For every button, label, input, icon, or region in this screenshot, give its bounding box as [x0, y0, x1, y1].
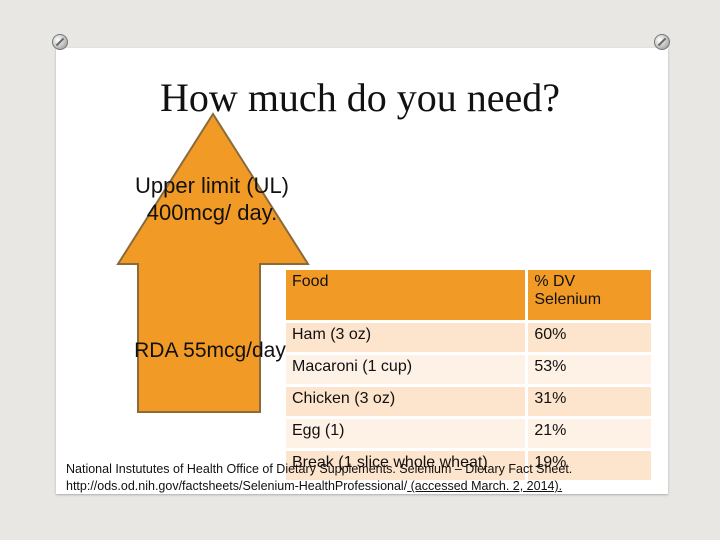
column-header-dv: % DV Selenium: [528, 270, 654, 323]
citation-link[interactable]: http://ods.od.nih.gov/factsheets/Seleniu…: [66, 479, 408, 493]
dv-cell: 53%: [528, 355, 654, 387]
food-cell: Ham (3 oz): [286, 323, 529, 355]
rda-label: RDA 55mcg/day: [134, 339, 286, 362]
pushpin-icon: [654, 34, 670, 50]
food-cell: Egg (1): [286, 419, 529, 451]
dv-cell: 21%: [528, 419, 654, 451]
up-arrow-shape: [116, 112, 310, 413]
table-row: Ham (3 oz) 60%: [286, 323, 654, 355]
table-row: Macaroni (1 cup) 53%: [286, 355, 654, 387]
citation: National Instututes of Health Office of …: [66, 461, 666, 495]
citation-line: National Instututes of Health Office of …: [66, 462, 573, 476]
citation-line: http://ods.od.nih.gov/factsheets/Seleniu…: [66, 478, 666, 495]
food-cell: Chicken (3 oz): [286, 387, 529, 419]
table-row: Break (1 slice whole wheat) 19%: [286, 451, 654, 483]
column-header-food: Food: [286, 270, 529, 323]
dv-cell: 60%: [528, 323, 654, 355]
table-header-row: Food % DV Selenium: [286, 270, 654, 323]
dv-cell: 31%: [528, 387, 654, 419]
food-cell: Break (1 slice whole wheat): [286, 451, 529, 483]
citation-accessed: (accessed March. 2, 2014).: [407, 479, 563, 493]
dv-cell: 19%: [528, 451, 654, 483]
selenium-food-table: Food % DV Selenium Ham (3 oz) 60% Macaro…: [286, 270, 654, 483]
table-row: Chicken (3 oz) 31%: [286, 387, 654, 419]
table-row: Egg (1) 21%: [286, 419, 654, 451]
pushpin-icon: [52, 34, 68, 50]
slide-title: How much do you need?: [160, 75, 560, 120]
upper-limit-label: Upper limit (UL) 400mcg/ day.: [134, 173, 290, 225]
food-cell: Macaroni (1 cup): [286, 355, 529, 387]
